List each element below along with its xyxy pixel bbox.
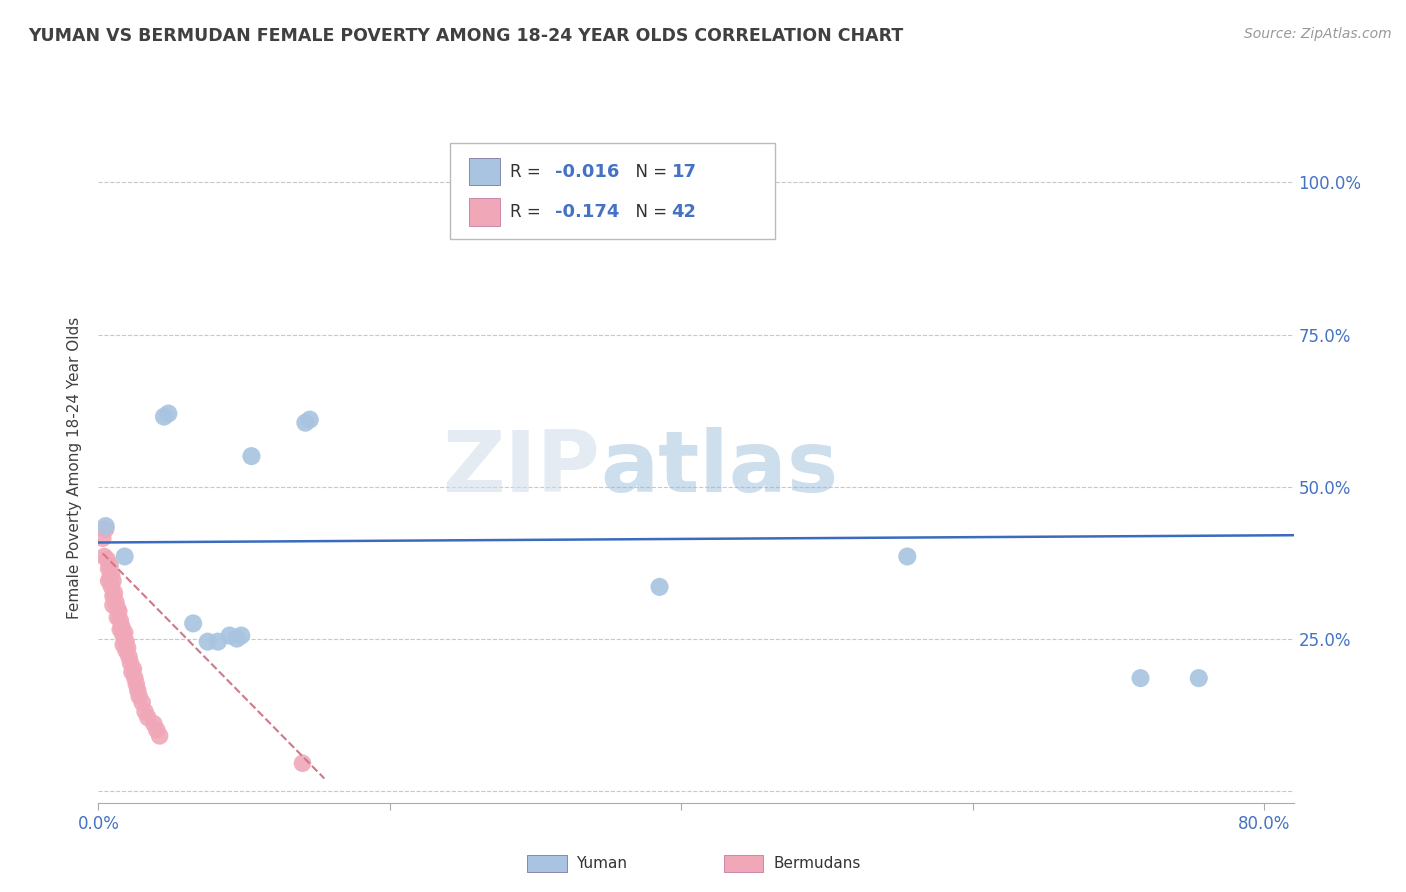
Point (1188, 671, 1211, 685)
Point (298, 412, 321, 426)
Point (118, 649, 141, 664)
Point (120, 656, 142, 670)
Text: YUMAN VS BERMUDAN FEMALE POVERTY AMONG 18-24 YEAR OLDS CORRELATION CHART: YUMAN VS BERMUDAN FEMALE POVERTY AMONG 1… (28, 27, 904, 45)
Point (145, 723, 167, 737)
Text: 17: 17 (672, 162, 696, 180)
Point (111, 619, 134, 633)
Point (240, 449, 263, 463)
Point (108, 604, 131, 618)
Text: -0.174: -0.174 (555, 203, 619, 221)
Point (218, 629, 240, 643)
Point (131, 696, 153, 710)
Point (153, 409, 176, 424)
Point (112, 638, 135, 652)
Y-axis label: Female Poverty Among 18-24 Year Olds: Female Poverty Among 18-24 Year Olds (67, 318, 83, 619)
Point (105, 601, 128, 615)
Point (181, 616, 204, 631)
Point (142, 716, 165, 731)
Point (115, 634, 138, 648)
Point (136, 711, 159, 725)
Point (225, 632, 247, 646)
Point (117, 640, 139, 655)
Point (149, 729, 172, 743)
Point (101, 589, 124, 603)
Point (127, 683, 149, 698)
Point (896, 549, 918, 564)
Point (128, 690, 150, 704)
Point (122, 662, 145, 676)
Point (115, 644, 138, 658)
Text: -0.016: -0.016 (555, 162, 619, 180)
Point (93, 549, 115, 564)
Point (98, 571, 121, 585)
Point (94, 522, 117, 536)
Point (291, 756, 314, 771)
Text: atlas: atlas (600, 426, 838, 510)
Text: ZIP: ZIP (443, 426, 600, 510)
Point (104, 595, 127, 609)
Point (97, 574, 120, 588)
Point (114, 625, 136, 640)
Point (114, 549, 136, 564)
Text: Source: ZipAtlas.com: Source: ZipAtlas.com (1244, 27, 1392, 41)
Point (101, 598, 124, 612)
Point (1129, 671, 1152, 685)
Point (100, 567, 122, 582)
Text: R =: R = (510, 162, 546, 180)
Point (110, 613, 132, 627)
Point (207, 634, 229, 648)
Point (157, 407, 180, 421)
Point (96, 552, 118, 566)
Text: Yuman: Yuman (576, 856, 627, 871)
Text: N =: N = (626, 203, 672, 221)
Point (97, 562, 120, 576)
Point (134, 705, 156, 719)
Text: 42: 42 (672, 203, 696, 221)
Text: R =: R = (510, 203, 546, 221)
Text: Bermudans: Bermudans (773, 856, 860, 871)
Point (121, 665, 143, 679)
Point (110, 623, 132, 637)
Point (112, 629, 135, 643)
Point (101, 574, 124, 588)
Point (294, 416, 316, 430)
Point (231, 629, 253, 643)
Point (124, 671, 146, 685)
Point (197, 634, 219, 648)
Point (103, 586, 125, 600)
Point (125, 677, 148, 691)
Point (98, 558, 121, 573)
Text: N =: N = (626, 162, 672, 180)
Point (105, 610, 128, 624)
Point (100, 580, 122, 594)
Point (94, 519, 117, 533)
Point (648, 580, 671, 594)
Point (91, 531, 114, 545)
